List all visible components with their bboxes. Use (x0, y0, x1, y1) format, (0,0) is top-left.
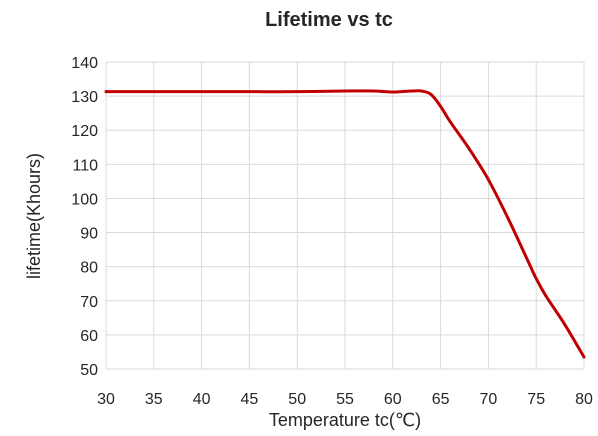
x-tick-label: 40 (193, 391, 211, 408)
y-tick-label: 120 (71, 123, 98, 140)
x-axis-ticks: 30 35 40 45 50 55 60 65 70 75 80 (97, 391, 593, 408)
x-tick-label: 45 (241, 391, 259, 408)
x-tick-label: 75 (527, 391, 545, 408)
x-tick-label: 70 (480, 391, 498, 408)
x-tick-label: 80 (575, 391, 593, 408)
series-line-0 (104, 89, 586, 359)
y-tick-label: 100 (71, 191, 98, 208)
y-tick-label: 90 (80, 226, 98, 243)
y-tick-label: 140 (71, 55, 98, 72)
gridlines (105, 61, 585, 370)
x-tick-label: 30 (97, 391, 115, 408)
y-axis-ticks: 50 60 70 80 90 100 110 120 130 140 (71, 55, 98, 379)
y-tick-label: 60 (80, 328, 98, 345)
chart-title: Lifetime vs tc (265, 9, 393, 31)
x-tick-label: 60 (384, 391, 402, 408)
y-tick-label: 110 (72, 157, 98, 174)
series-layer (104, 89, 586, 359)
x-tick-label: 55 (336, 391, 354, 408)
x-axis-label: Temperature tc(℃) (269, 410, 421, 430)
y-tick-label: 80 (80, 260, 98, 277)
x-tick-label: 35 (145, 391, 163, 408)
x-tick-label: 50 (288, 391, 306, 408)
y-tick-label: 50 (80, 362, 98, 379)
y-tick-label: 130 (71, 89, 98, 106)
y-tick-label: 70 (80, 294, 98, 311)
y-axis-label: lifetime(Khours) (24, 153, 44, 279)
x-tick-label: 65 (432, 391, 450, 408)
